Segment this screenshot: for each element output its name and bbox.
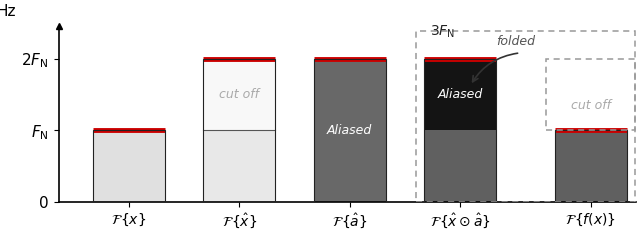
Bar (314, 58, 386, 202)
Text: Aliased: Aliased (438, 88, 483, 101)
Bar (554, 130, 627, 202)
Bar (93, 130, 165, 202)
Bar (203, 130, 275, 202)
Bar (547, 58, 635, 130)
Bar (554, 130, 627, 202)
Text: Hz: Hz (0, 4, 17, 19)
Bar (416, 31, 635, 202)
Text: cut off: cut off (571, 99, 611, 112)
Bar (424, 130, 496, 202)
Bar (203, 58, 275, 130)
Bar (203, 58, 275, 202)
Bar (424, 58, 496, 130)
Text: cut off: cut off (220, 88, 259, 101)
Text: folded: folded (496, 35, 535, 48)
Text: Aliased: Aliased (327, 124, 372, 137)
Bar (424, 58, 496, 202)
Text: $3F_\mathrm{N}$: $3F_\mathrm{N}$ (430, 24, 455, 40)
Bar (314, 58, 386, 202)
Bar (93, 130, 165, 202)
